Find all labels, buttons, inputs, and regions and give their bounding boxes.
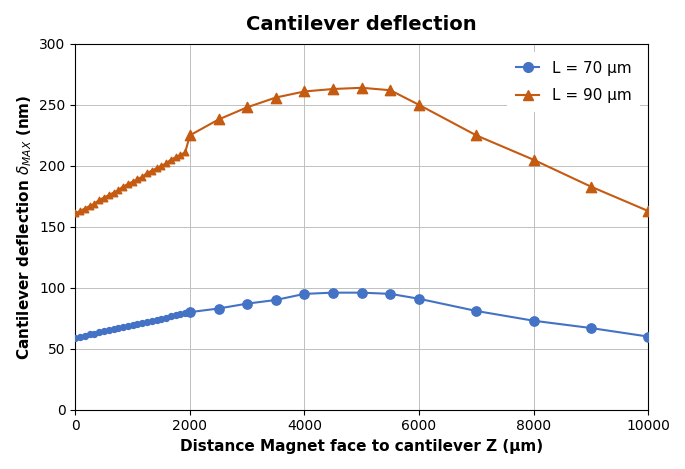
Point [179,149,190,156]
Point [137,173,148,181]
Point [184,309,195,316]
Title: Cantilever deflection: Cantilever deflection [247,15,477,34]
Point [137,319,148,326]
Point [528,317,539,325]
Point [155,315,166,322]
Point [142,169,153,177]
Point [175,310,186,318]
Point [142,318,153,325]
Point [585,324,596,332]
Point [327,85,338,93]
Point [213,305,224,312]
Point [103,191,114,199]
Point [271,94,282,101]
Point [132,175,143,183]
Point [84,331,95,338]
Point [160,159,171,167]
Point [271,296,282,304]
X-axis label: Distance Magnet face to cantilever Z (μm): Distance Magnet face to cantilever Z (μm… [180,439,543,454]
Point [79,205,90,212]
Point [151,165,162,172]
Point [113,187,124,194]
Point [356,289,367,296]
Point [175,151,186,159]
Point [118,323,129,331]
Point [99,194,110,201]
Point [299,88,310,95]
Point [94,329,105,336]
Point [132,320,143,328]
Point [213,116,224,123]
Point [84,202,95,210]
Point [471,307,482,315]
Point [127,178,138,185]
Point [414,101,425,109]
Y-axis label: Cantilever deflection $\delta_{MAX}$ (nm): Cantilever deflection $\delta_{MAX}$ (nm… [15,94,34,360]
Point [123,181,134,188]
Point [643,207,653,215]
Point [179,310,190,317]
Point [471,132,482,139]
Point [356,84,367,91]
Point [184,309,195,316]
Point [127,321,138,329]
Point [99,327,110,335]
Point [113,325,124,332]
Point [160,314,171,321]
Point [414,295,425,303]
Point [165,313,176,320]
Point [170,311,181,319]
Point [170,153,181,161]
Point [585,183,596,190]
Point [327,289,338,296]
Point [94,196,105,204]
Point [108,189,119,197]
Point [79,332,90,340]
Point [108,325,119,333]
Point [146,167,157,174]
Point [165,156,176,164]
Point [146,317,157,325]
Point [89,200,100,207]
Point [242,104,253,111]
Point [242,300,253,307]
Point [123,322,134,330]
Point [103,326,114,334]
Point [299,290,310,298]
Point [75,207,86,215]
Point [89,330,100,337]
Point [528,156,539,164]
Point [70,334,81,341]
Point [385,86,396,94]
Point [151,316,162,323]
Point [184,132,195,139]
Point [155,162,166,170]
Point [385,290,396,298]
Legend: L = 70 μm, L = 90 μm: L = 70 μm, L = 90 μm [507,52,640,112]
Point [184,132,195,139]
Point [70,210,81,217]
Point [75,333,86,340]
Point [643,333,653,340]
Point [118,183,129,190]
